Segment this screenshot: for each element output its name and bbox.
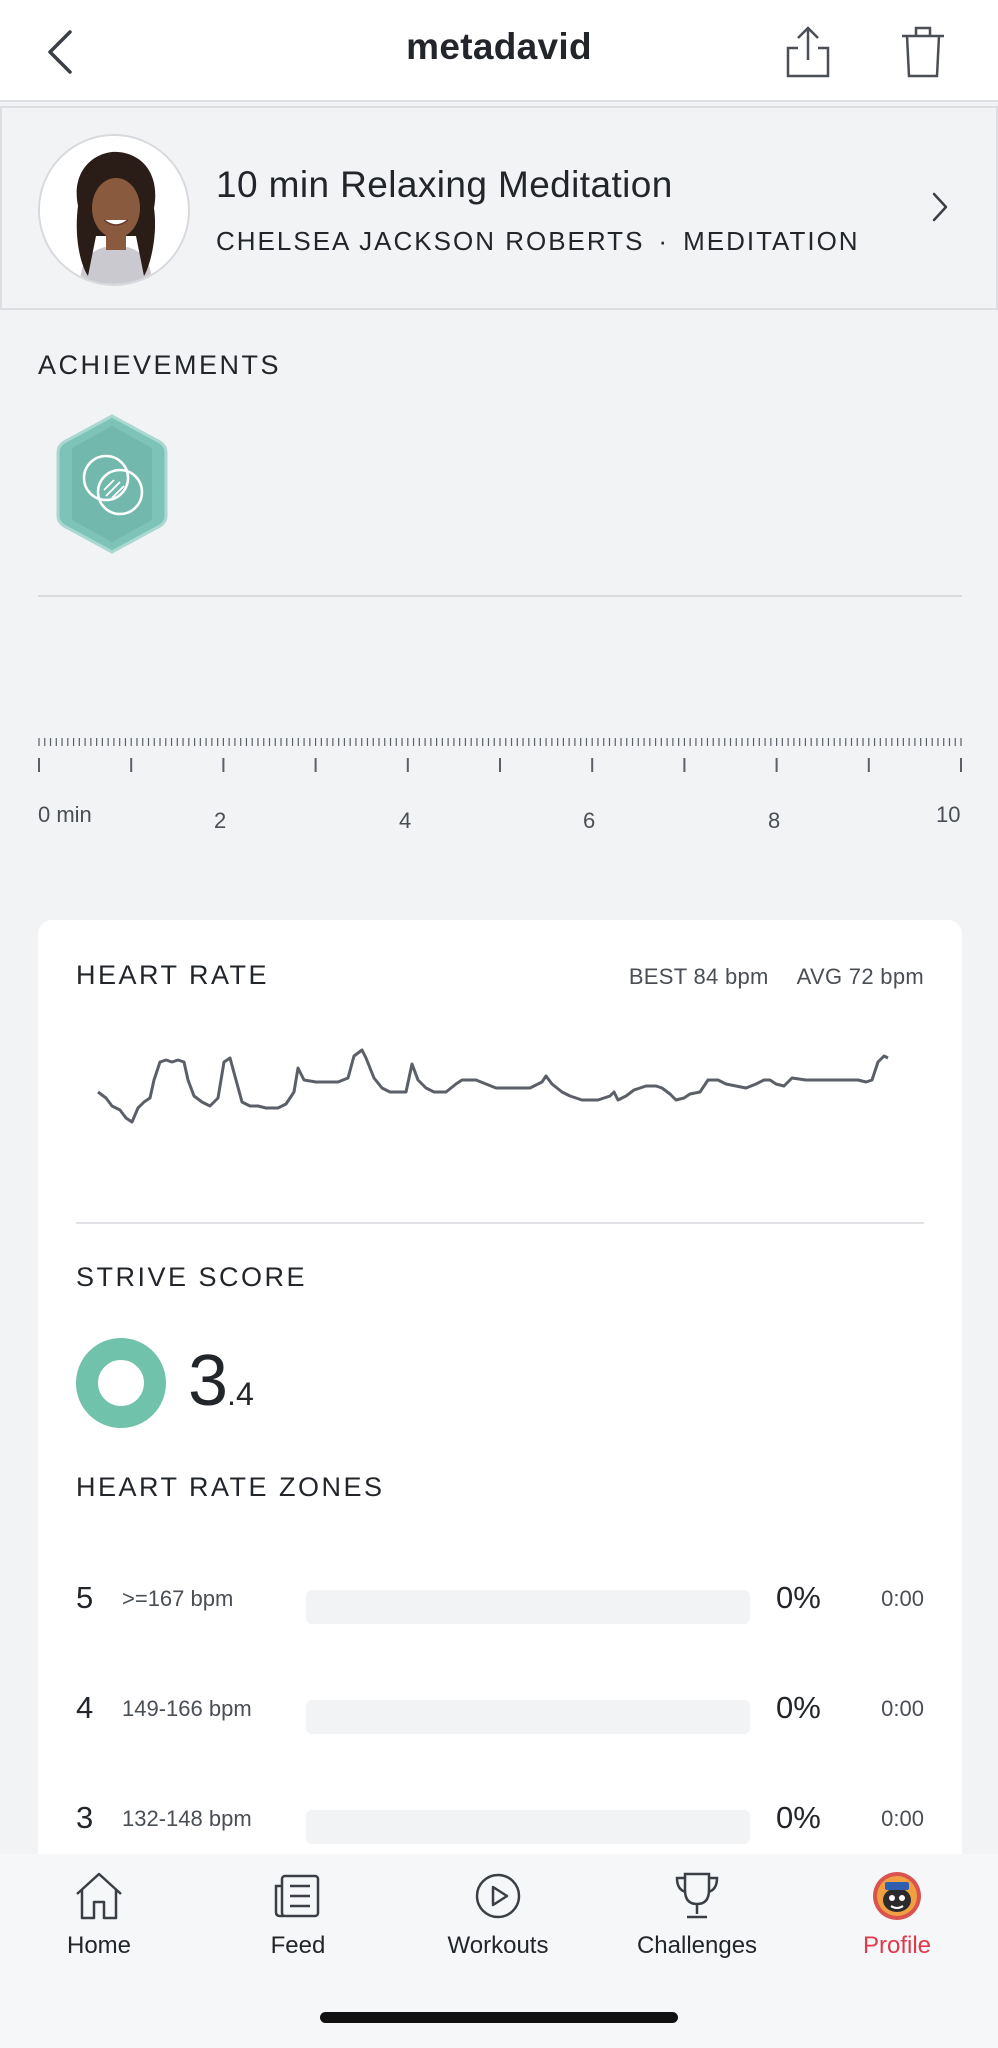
timeline-ticks	[38, 738, 962, 772]
timeline-label: 6	[583, 808, 596, 833]
heart-rate-zones-label: HEART RATE ZONES	[76, 1472, 385, 1502]
zone-row[interactable]: 4 149-166 bpm 0% 0:00	[76, 1686, 924, 1746]
timeline-label: 0 min	[38, 802, 92, 827]
home-icon	[76, 1872, 122, 1920]
card-divider	[76, 1222, 924, 1224]
class-meta: CHELSEA JACKSON ROBERTS · MEDITATION	[216, 226, 860, 257]
share-icon[interactable]	[782, 22, 834, 82]
zone-number: 3	[76, 1800, 94, 1835]
zone-percent: 0%	[776, 1580, 821, 1615]
strive-score-decimal: .4	[227, 1376, 254, 1412]
zone-row[interactable]: 3 132-148 bpm 0% 0:00	[76, 1796, 924, 1856]
strive-score-label: STRIVE SCORE	[76, 1262, 308, 1292]
timeline-label: 4	[399, 808, 412, 833]
zone-number: 4	[76, 1690, 94, 1725]
class-category: MEDITATION	[683, 226, 860, 256]
heart-rate-stats: BEST 84 bpm AVG 72 bpm	[629, 964, 924, 990]
zone-number: 5	[76, 1580, 94, 1615]
trophy-icon	[675, 1872, 719, 1919]
achievements-label: ACHIEVEMENTS	[38, 350, 282, 380]
zone-bar	[306, 1590, 750, 1624]
instructor-avatar	[38, 134, 190, 286]
feed-icon	[274, 1874, 320, 1918]
heart-rate-best: BEST 84 bpm	[628, 964, 769, 989]
tab-workouts[interactable]: Workouts	[408, 1870, 588, 1960]
strive-score-ring	[76, 1338, 166, 1428]
tab-label: Feed	[270, 1932, 326, 1959]
tab-label: Profile	[862, 1932, 932, 1959]
heart-rate-label: HEART RATE	[76, 960, 270, 990]
zone-percent: 0%	[776, 1690, 821, 1725]
zone-time: 0:00	[881, 1806, 924, 1831]
home-indicator[interactable]	[320, 2012, 678, 2023]
heart-rate-avg: AVG 72 bpm	[796, 964, 924, 989]
tab-profile[interactable]: Profile	[807, 1870, 987, 1960]
tab-feed[interactable]: Feed	[208, 1870, 388, 1960]
chevron-right-icon[interactable]	[928, 190, 952, 224]
zone-percent: 0%	[776, 1800, 821, 1835]
play-circle-icon	[475, 1873, 521, 1919]
zone-time: 0:00	[881, 1696, 924, 1721]
section-divider	[38, 595, 962, 597]
tab-label: Challenges	[636, 1932, 758, 1959]
strive-score-value: 3.4	[188, 1340, 254, 1422]
class-card[interactable]: 10 min Relaxing Meditation CHELSEA JACKS…	[0, 106, 998, 310]
strive-score-integer: 3	[188, 1341, 228, 1421]
zone-range: 132-148 bpm	[122, 1806, 252, 1831]
tab-label: Workouts	[447, 1932, 549, 1959]
page-title: metadavid	[406, 26, 592, 67]
tab-challenges[interactable]: Challenges	[607, 1870, 787, 1960]
zone-bar	[306, 1700, 750, 1734]
timeline-label: 8	[768, 808, 781, 833]
meta-separator: ·	[658, 226, 670, 256]
class-name: 10 min Relaxing Meditation	[216, 164, 673, 205]
meditation-badge-icon[interactable]	[56, 412, 168, 556]
trash-icon[interactable]	[898, 22, 948, 82]
instructor-name: CHELSEA JACKSON ROBERTS	[216, 226, 645, 256]
heart-rate-chart[interactable]	[76, 1040, 924, 1150]
tab-home[interactable]: Home	[9, 1870, 189, 1960]
avatar-icon	[873, 1872, 921, 1920]
zone-bar	[306, 1810, 750, 1844]
class-timeline: 0 min 2 4 6 8 10	[38, 738, 962, 833]
zone-range: 149-166 bpm	[122, 1696, 252, 1721]
chevron-left-icon[interactable]	[40, 26, 80, 78]
bottom-tab-bar: Home Feed Workouts Challenges	[0, 1854, 998, 2048]
tab-label: Home	[66, 1932, 132, 1959]
zone-time: 0:00	[881, 1586, 924, 1611]
zone-row[interactable]: 5 >=167 bpm 0% 0:00	[76, 1576, 924, 1636]
zone-range: >=167 bpm	[122, 1586, 234, 1611]
timeline-label: 10	[936, 802, 961, 827]
timeline-label: 2	[214, 808, 227, 833]
top-bar: metadavid	[0, 0, 998, 102]
